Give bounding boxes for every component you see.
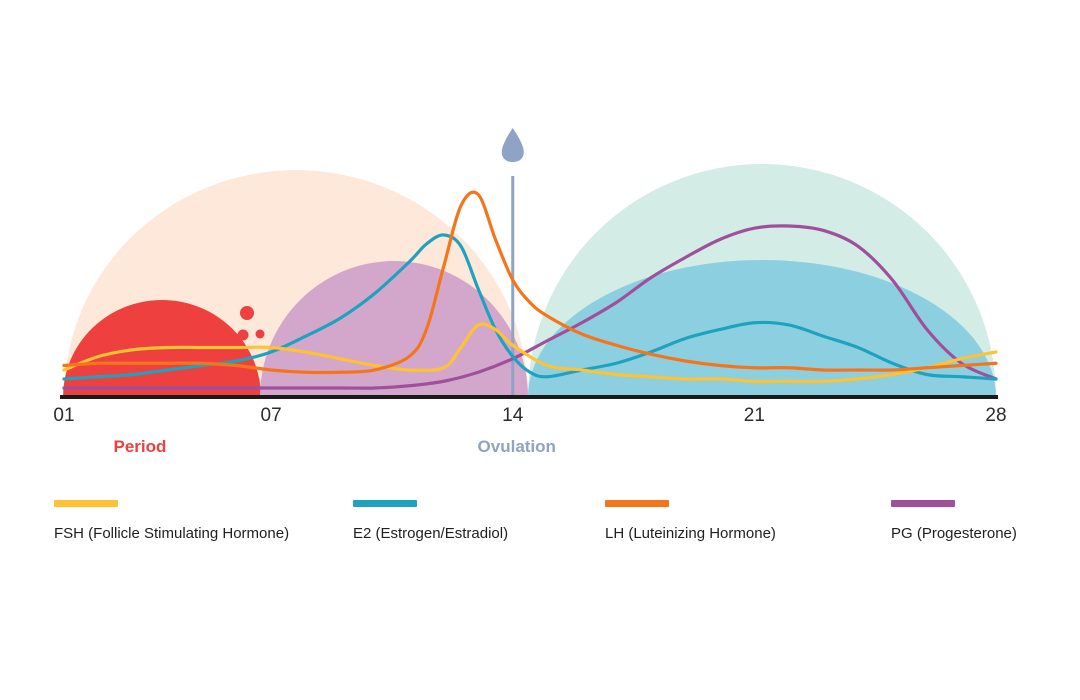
legend-label-pg: PG (Progesterone) bbox=[891, 525, 1017, 542]
period-dot bbox=[237, 329, 249, 341]
legend-label-e2: E2 (Estrogen/Estradiol) bbox=[353, 525, 509, 542]
series-line-lh bbox=[62, 190, 998, 375]
legend-swatch-fsh bbox=[54, 500, 118, 507]
follicle-dome bbox=[260, 261, 528, 397]
period-dot bbox=[240, 306, 254, 320]
series-line-e2 bbox=[62, 233, 998, 381]
x-tick-label: 21 bbox=[744, 405, 765, 426]
legend-item-pg: PG (Progesterone) bbox=[891, 500, 1017, 542]
legend-label-lh: LH (Luteinizing Hormone) bbox=[605, 525, 776, 542]
legend-swatch-pg bbox=[891, 500, 955, 507]
legend-item-lh: LH (Luteinizing Hormone) bbox=[605, 500, 776, 542]
phase-label-period: Period bbox=[113, 437, 166, 456]
egg-drop-icon bbox=[501, 128, 524, 162]
legend-swatch-lh bbox=[605, 500, 669, 507]
period-dot bbox=[255, 329, 265, 339]
x-axis: 01 07 14 21 28 Period Ovulation bbox=[53, 395, 1007, 456]
x-tick-label: 01 bbox=[53, 405, 74, 426]
legend-item-e2: E2 (Estrogen/Estradiol) bbox=[353, 500, 508, 542]
legend-swatch-e2 bbox=[353, 500, 417, 507]
series-layer bbox=[62, 190, 998, 390]
legend-item-fsh: FSH (Follicle Stimulating Hormone) bbox=[54, 500, 289, 542]
legend-label-fsh: FSH (Follicle Stimulating Hormone) bbox=[54, 525, 290, 542]
series-line-fsh bbox=[62, 322, 998, 384]
x-tick-label: 14 bbox=[502, 405, 524, 426]
phase-background-layer bbox=[63, 128, 996, 397]
corpus-luteum-dome bbox=[528, 260, 996, 397]
phase-label-ovulation: Ovulation bbox=[478, 437, 556, 456]
x-tick-label: 07 bbox=[261, 405, 282, 426]
x-tick-label: 28 bbox=[985, 405, 1006, 426]
series-line-pg bbox=[62, 224, 998, 390]
